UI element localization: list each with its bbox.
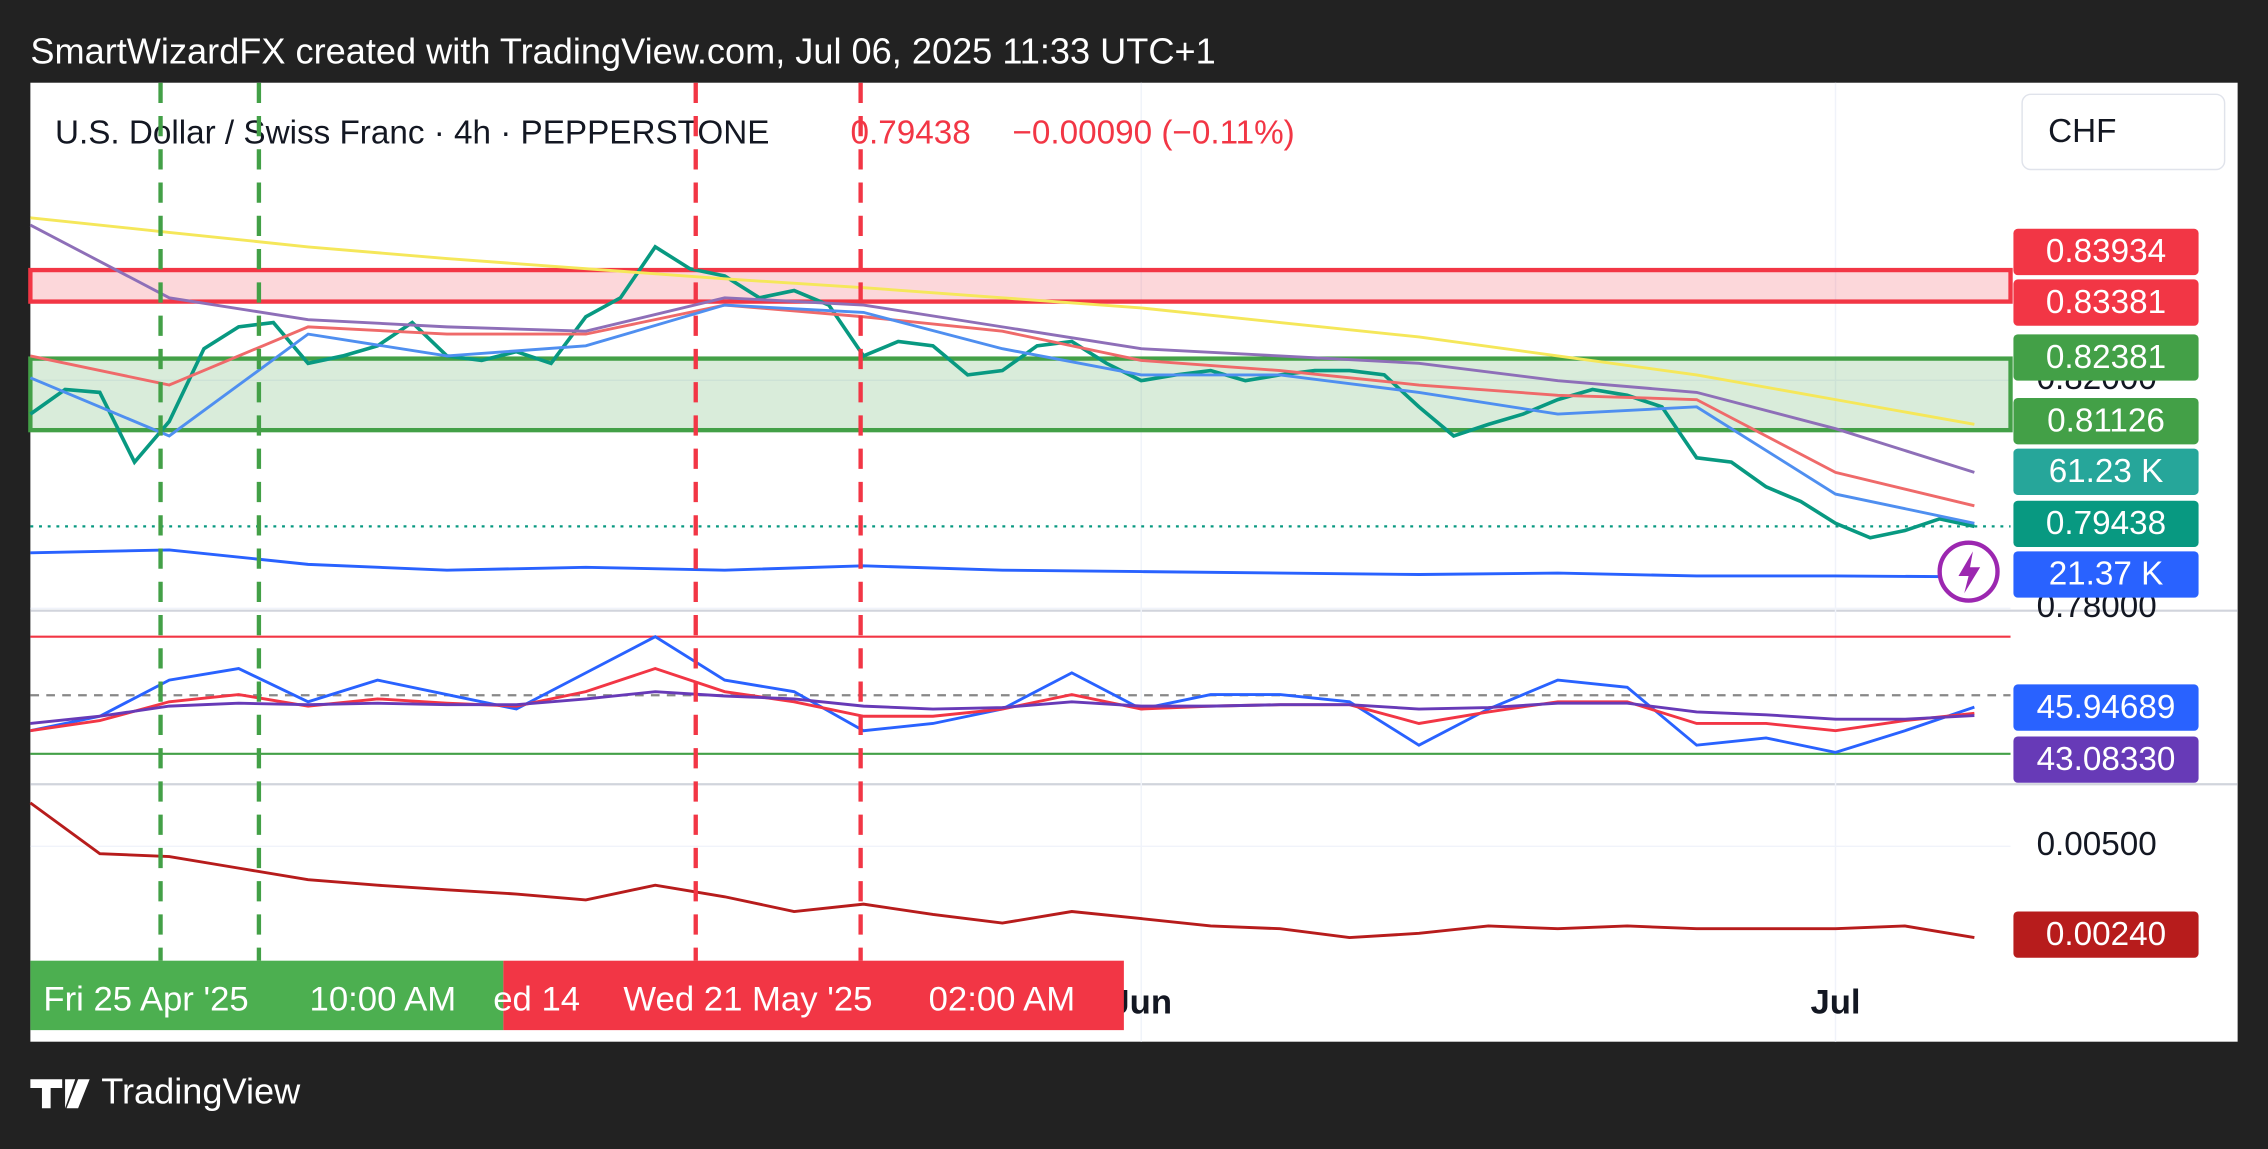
price-tag-label: 0.00240 xyxy=(2046,916,2166,953)
crosshair-date: Fri 25 Apr '25 xyxy=(43,980,248,1018)
price-tag xyxy=(2013,228,2199,276)
price-tag-label: 61.23 K xyxy=(2049,453,2164,490)
crosshair-end xyxy=(503,960,1124,1031)
price-tag xyxy=(2013,398,2199,445)
zone xyxy=(28,356,2013,433)
price-change: −0.00090 (−0.11%) xyxy=(1013,115,1295,152)
crosshair-previous: ed 14 xyxy=(493,980,580,1018)
last-price: 0.79438 xyxy=(851,115,971,152)
price-tag-label: 43.08330 xyxy=(2037,741,2176,778)
event-lines xyxy=(158,82,863,961)
alert-bolt xyxy=(1958,551,1981,594)
price-tag-label: 0.83934 xyxy=(2046,233,2166,270)
price-tag xyxy=(2013,448,2199,495)
series-line xyxy=(30,216,1975,426)
series-line xyxy=(29,303,1975,525)
series-line xyxy=(29,244,1975,540)
price-tag-label: 0.82381 xyxy=(2046,339,2166,376)
currency: CHF xyxy=(2048,113,2116,150)
crosshair-date: Wed 21 May '25 xyxy=(623,980,872,1018)
brand: TradingView xyxy=(101,1070,301,1111)
series-line xyxy=(29,801,1975,940)
price-tag xyxy=(2013,334,2199,381)
y-tick-label: 0.00500 xyxy=(2037,826,2157,863)
price-tag xyxy=(2013,911,2199,958)
price-tag-label: 0.79438 xyxy=(2046,505,2166,542)
zone xyxy=(28,267,2013,304)
series-line xyxy=(30,690,1975,725)
x-tick-label: Jul xyxy=(1810,983,1860,1021)
brand-logo xyxy=(30,1079,90,1109)
chart-area xyxy=(30,82,2238,1042)
symbol-title: U.S. Dollar / Swiss Franc · 4h · PEPPERS… xyxy=(55,115,769,152)
series-line xyxy=(29,223,1975,474)
price-tag xyxy=(2013,279,2199,326)
overlay-layer: 0.83934 0.83381 0.82381 0.81126 61.23 K 0.794… xyxy=(2013,228,2199,958)
price-tag-label: 45.94689 xyxy=(2037,689,2176,726)
price-tag xyxy=(2013,500,2199,548)
price-tag-label: 21.37 K xyxy=(2049,556,2164,593)
price-tag xyxy=(2013,684,2199,731)
price-tag xyxy=(2013,551,2199,598)
caption: SmartWizardFX created with TradingView.c… xyxy=(30,30,1215,71)
currency-box[interactable] xyxy=(2021,93,2226,171)
crosshair-time: 10:00 AM xyxy=(310,980,457,1018)
price-tag-label: 0.83381 xyxy=(2046,284,2166,321)
crosshair-start xyxy=(30,960,504,1031)
price-tag-label: 0.81126 xyxy=(2047,402,2165,439)
series-line xyxy=(30,548,1975,579)
series-line xyxy=(30,303,1975,508)
price-tag xyxy=(2013,736,2199,783)
crosshair-time: 02:00 AM xyxy=(929,980,1076,1018)
